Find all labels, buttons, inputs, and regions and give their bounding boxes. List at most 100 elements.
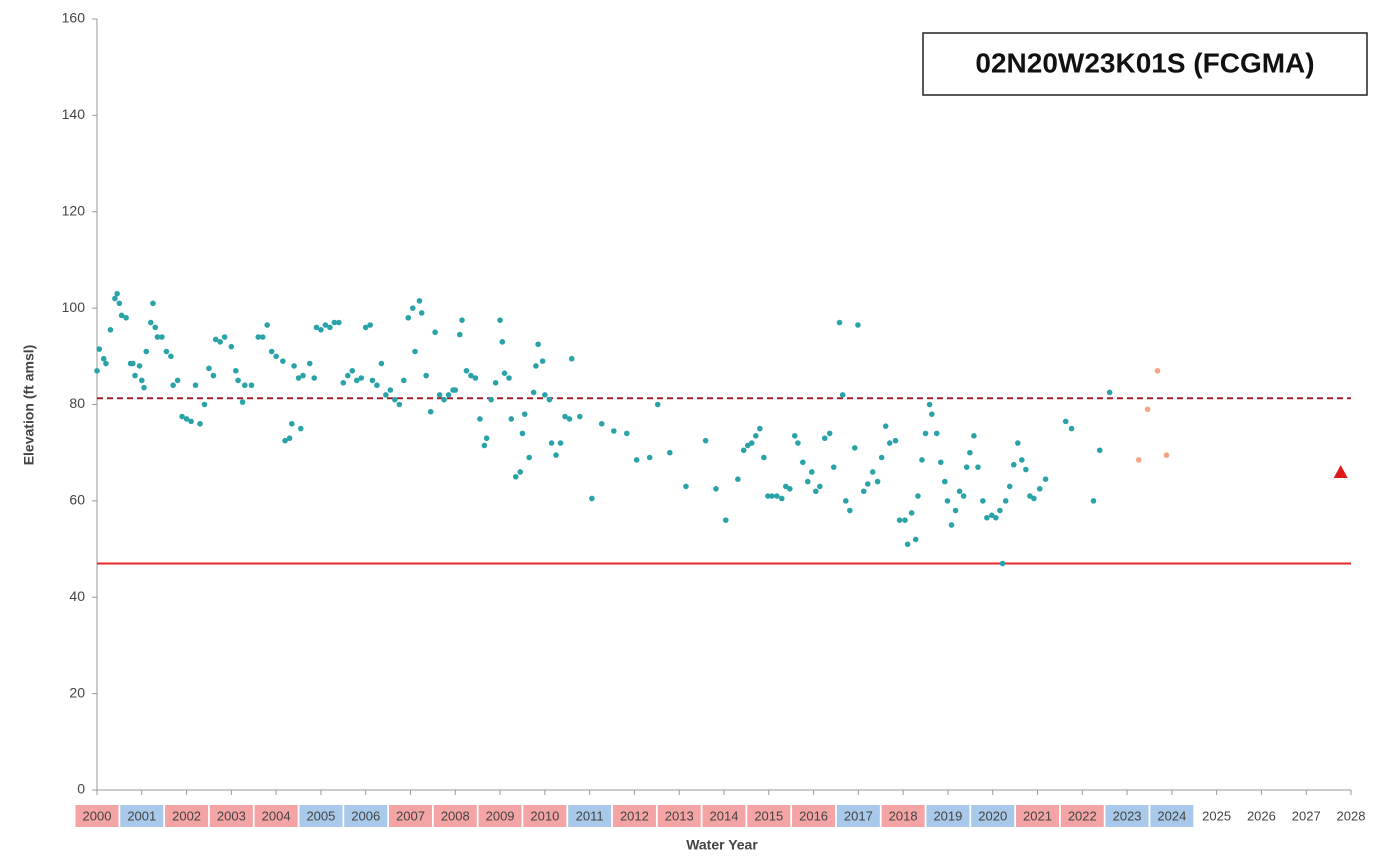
point [289,420,295,427]
point [452,387,459,393]
point [1010,461,1017,468]
x-tick-label: 2007 [396,808,425,823]
point [345,372,351,379]
point [409,305,416,311]
x-tick-background [568,805,612,827]
x-tick-background [1016,805,1059,827]
x-tick-label: 2009 [486,808,515,823]
point [864,481,871,487]
point [817,483,823,490]
title-box [922,32,1368,96]
point [980,498,986,504]
point [340,380,347,386]
point [646,454,653,461]
point [896,517,903,523]
x-tick-label: 2013 [665,808,694,823]
x-axis-label: Water Year [686,837,758,853]
point [313,324,320,331]
point [860,488,867,495]
point [757,425,763,432]
point [843,498,849,504]
point [188,418,194,425]
x-tick-background [657,805,701,827]
x-tick-background [254,805,298,827]
point [546,396,553,403]
point [481,442,488,449]
point [300,372,306,379]
point [752,433,759,439]
point [774,493,780,499]
point [123,314,129,321]
point [795,440,801,446]
point [147,319,154,326]
point [138,377,145,384]
point [179,413,185,420]
point [999,560,1006,567]
x-tick-background [881,805,925,827]
x-tick-label: 2018 [889,808,918,823]
point [1062,418,1069,425]
point [264,322,270,328]
point [1106,389,1113,396]
point [295,375,302,381]
point [387,387,394,393]
point [118,312,125,319]
point [1333,464,1348,478]
y-tick-label: 120 [62,202,86,218]
point [1042,476,1049,482]
point [459,317,465,323]
point [206,365,212,372]
point [112,295,118,302]
x-tick-label: 2012 [620,808,649,823]
point [116,300,123,307]
point [1163,452,1170,458]
point [912,536,919,543]
point [197,420,203,427]
point [791,433,798,439]
point [997,507,1003,514]
y-tick-label: 140 [62,106,86,122]
point [170,382,176,389]
x-tick-background [433,805,477,827]
point [367,322,373,328]
point [566,416,573,422]
point [915,493,921,499]
x-tick-label: 2021 [1023,808,1052,823]
point [735,476,741,482]
point [255,334,262,340]
point [297,425,304,432]
point [235,377,241,384]
point [427,408,434,415]
x-tick-label: 2010 [530,808,559,823]
point [154,334,161,340]
x-tick-background [209,805,253,827]
point [311,375,318,381]
point [306,360,313,367]
x-tick-label: 2004 [262,808,291,823]
point [1019,457,1025,463]
point [851,445,858,451]
x-tick-label: 2014 [710,808,739,823]
x-tick-background [702,805,746,827]
point [483,435,490,442]
point [353,377,360,384]
point [956,488,963,495]
point [163,348,170,355]
point [248,382,255,389]
point [933,430,940,437]
point [96,346,103,352]
point [405,314,412,321]
point [221,334,228,340]
x-tick-label: 2027 [1292,808,1321,823]
point [744,442,751,449]
point [804,478,811,485]
point [114,290,120,297]
point [878,454,885,461]
point [488,396,494,403]
point [989,512,995,519]
point [268,348,275,355]
point [937,459,944,466]
point [836,319,843,326]
point [362,324,369,331]
